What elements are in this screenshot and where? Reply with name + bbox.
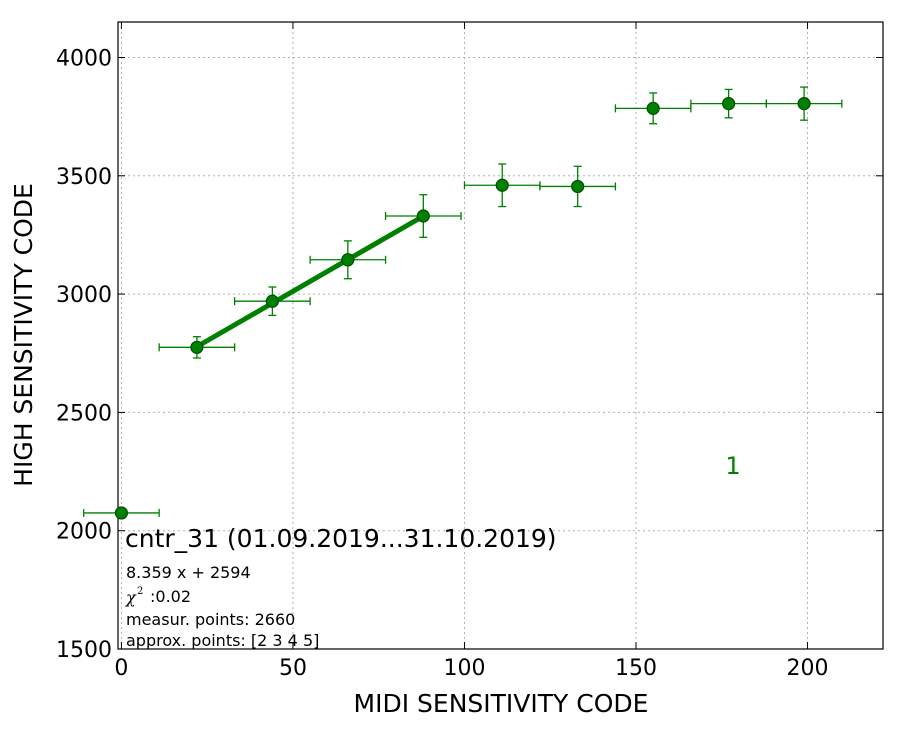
errorbar-layer [83, 86, 843, 517]
data-point [416, 209, 430, 223]
data-point [114, 506, 129, 520]
fit-line [195, 213, 425, 349]
y-tick-label: 2000 [56, 520, 112, 545]
y-tick-label: 4000 [56, 46, 112, 71]
x-tick-label: 50 [279, 656, 307, 681]
y-tick-label: 2500 [56, 401, 112, 426]
data-point [495, 178, 509, 192]
annotation-chi-value: :0.02 [150, 587, 191, 606]
ticks-layer: 0 50 100 150 200 1500 2000 2500 3000 3500 4000 [56, 22, 883, 681]
annotation-title: cntr_31 (01.09.2019...31.10.2019) [125, 524, 557, 553]
data-point [190, 340, 204, 354]
x-tick-label: 0 [114, 656, 128, 681]
y-axis-label: HIGH SENSITIVITY CODE [9, 183, 38, 487]
annotation-equation: 8.359 x + 2594 [126, 563, 251, 582]
data-point [646, 101, 660, 115]
annotation-measur-points: measur. points: 2660 [126, 610, 295, 629]
data-point [341, 253, 355, 267]
annotation-chi-symbol: χ [125, 588, 137, 607]
x-tick-label: 100 [443, 656, 485, 681]
y-tick-label: 3000 [56, 283, 112, 308]
annotation-approx-points: approx. points: [2 3 4 5] [126, 631, 319, 650]
points-layer [114, 97, 811, 520]
x-tick-label: 200 [787, 656, 829, 681]
y-tick-label: 3500 [56, 165, 112, 190]
grid-layer [118, 22, 883, 650]
data-point [722, 97, 736, 111]
channel-label: 1 [725, 452, 740, 480]
fit-layer [195, 213, 425, 349]
data-point [265, 294, 279, 308]
y-tick-label: 1500 [56, 638, 112, 663]
x-tick-label: 150 [615, 656, 657, 681]
data-point [797, 97, 811, 111]
data-point [571, 179, 585, 194]
annotation-chi-superscript: 2 [137, 586, 143, 597]
x-axis-label: MIDI SENSITIVITY CODE [354, 689, 649, 718]
plot-frame [117, 21, 884, 650]
